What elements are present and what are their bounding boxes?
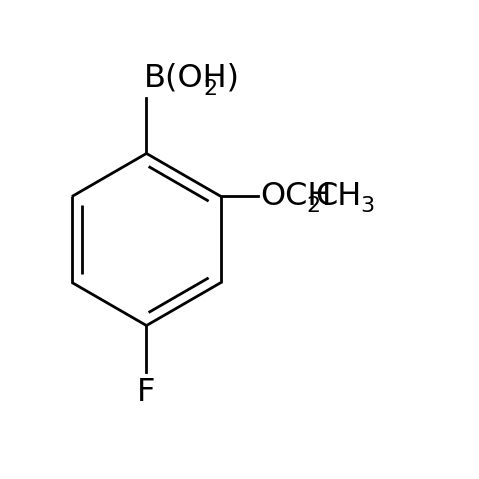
Text: CH: CH — [315, 181, 361, 212]
Text: 2: 2 — [203, 79, 217, 99]
Text: B(OH): B(OH) — [144, 63, 240, 94]
Text: 2: 2 — [307, 196, 321, 216]
Text: OCH: OCH — [261, 181, 332, 212]
Text: 3: 3 — [360, 196, 374, 216]
Text: F: F — [137, 376, 156, 408]
